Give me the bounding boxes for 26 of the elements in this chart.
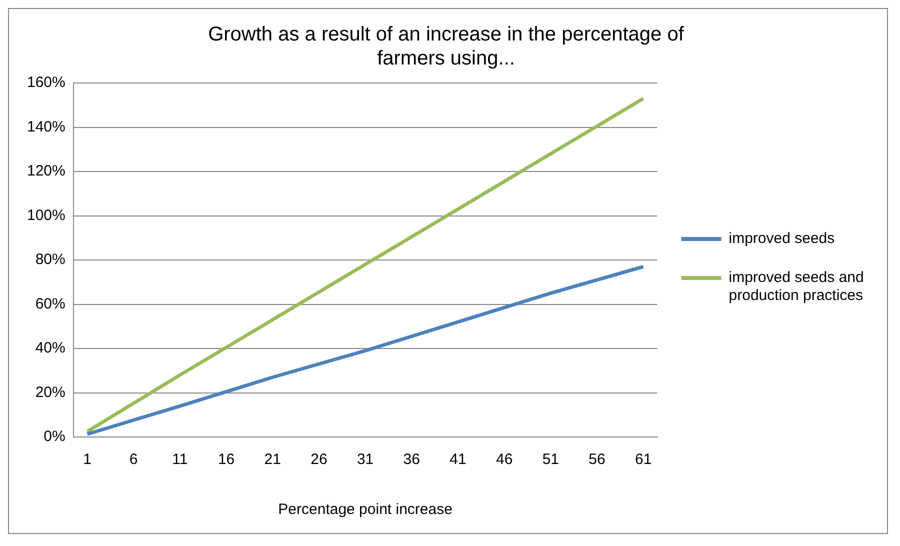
y-tick-label: 40% [35,340,66,357]
x-tick-label: 51 [542,451,560,468]
x-tick-label: 56 [588,451,606,468]
x-tick-label: 6 [129,451,138,468]
y-tick-label: 100% [26,206,66,224]
chart-title: Growth as a result of an increase in the percentage of farmers using... [208,24,684,70]
x-tick-label: 31 [356,451,374,468]
y-tick-label: 0% [44,428,66,446]
x-tick-label: 46 [496,451,513,468]
legend-label: improved seeds and production practices [728,269,864,304]
y-tick-label: 20% [35,384,66,401]
y-tick-label: 60% [35,295,66,312]
y-tick-label: 120% [26,162,66,180]
y-tick-label: 140% [26,118,66,136]
x-tick-label: 21 [264,451,281,468]
y-tick-label: 160% [26,74,66,92]
y-tick-label: 80% [35,251,66,268]
x-tick-label: 1 [83,451,92,468]
x-tick-label: 26 [310,451,328,468]
x-tick-label: 16 [218,451,235,468]
x-tick-label: 61 [635,451,652,468]
legend-label: improved seeds [728,230,835,248]
x-tick-label: 11 [172,451,188,468]
x-axis-title: Percentage point increase [278,501,452,518]
x-tick-label: 41 [450,451,466,468]
x-tick-label: 36 [403,451,420,468]
